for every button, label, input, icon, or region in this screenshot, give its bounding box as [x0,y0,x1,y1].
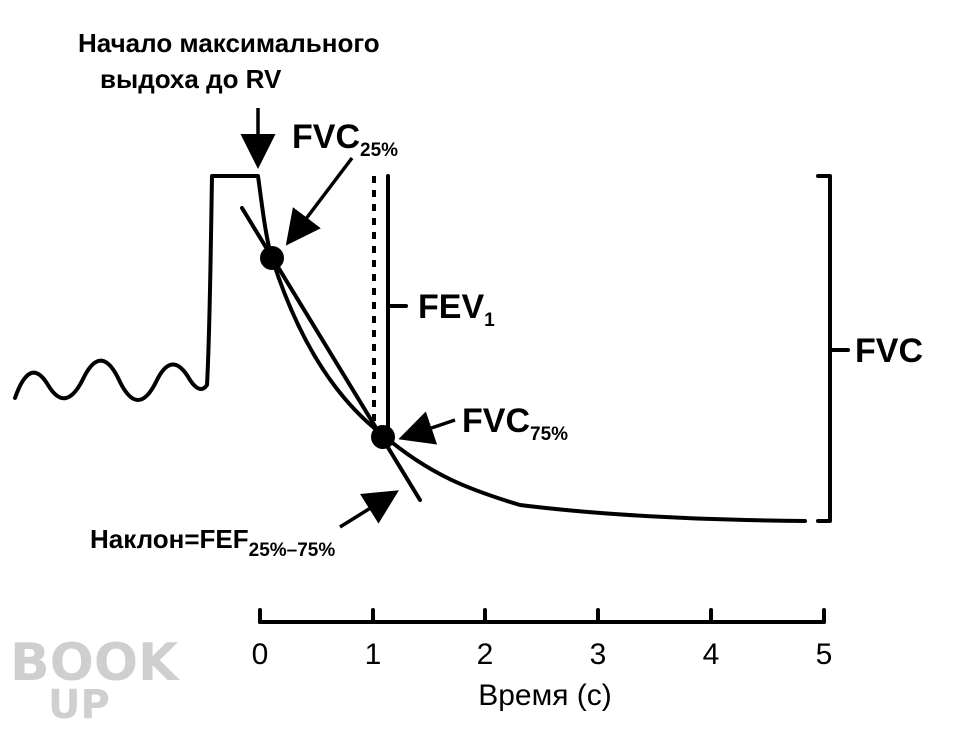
axis-label: Время (c) [478,679,612,712]
start-label-line2: выдоха до RV [100,64,282,94]
fvc25-label: FVC25% [292,118,398,161]
fev1-bracket [386,174,408,439]
tick-label-5: 5 [816,638,833,671]
tick-label-2: 2 [477,638,494,671]
fvc75-arrow [398,411,456,445]
slope-arrow [339,490,399,529]
fvc75-point [371,425,395,449]
fvc25-arrow [285,156,354,246]
tick-label-4: 4 [703,638,720,671]
start-label-line1: Начало максимального [78,28,380,58]
slope-label: Наклон=FEF25%–75% [90,524,335,561]
watermark-line2: UP [48,682,110,728]
fev1-label: FEV1 [418,288,495,331]
fvc25-point [260,246,284,270]
watermark-line1: BOOK [10,633,180,693]
time-axis: 0 1 2 3 4 5 Время (c) [252,608,833,712]
fvc-bracket [816,174,850,523]
tidal-breathing-curve [13,174,807,523]
tick-label-3: 3 [590,638,607,671]
bookup-watermark: BOOK UP [10,633,180,728]
fvc75-label: FVC75% [462,402,568,445]
fvc-label: FVC [855,332,923,370]
tick-label-0: 0 [252,638,269,671]
tick-label-1: 1 [365,638,382,671]
